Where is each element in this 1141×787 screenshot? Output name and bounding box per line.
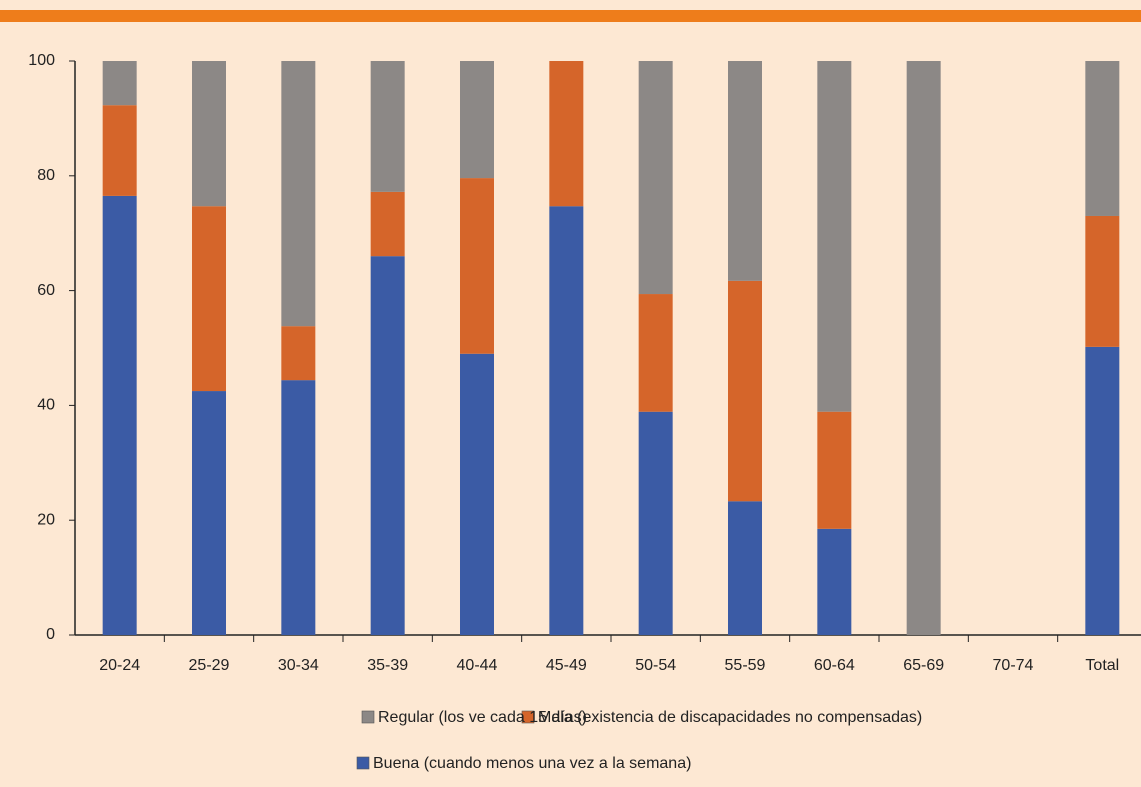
- x-tick-label: 25-29: [189, 657, 230, 674]
- bar-segment: [728, 501, 762, 635]
- bar-segment: [370, 256, 405, 635]
- bar-segment: [817, 528, 852, 635]
- bar-segment: [1085, 215, 1120, 347]
- legend-label: Buena (cuando menos una vez a la semana): [373, 755, 691, 772]
- bar-segment: [1085, 346, 1120, 635]
- x-tick-label: Total: [1085, 657, 1119, 674]
- x-tick-label: 50-54: [635, 657, 676, 674]
- legend-swatch: [356, 756, 370, 770]
- bar-segment: [460, 178, 494, 354]
- bar-segment: [1085, 61, 1120, 216]
- bar-segment: [460, 353, 494, 635]
- x-tick-label: 70-74: [993, 657, 1034, 674]
- bar-segment: [549, 61, 584, 207]
- bar-segment: [728, 61, 762, 281]
- y-tick-label: 100: [28, 52, 55, 69]
- y-tick-label: 20: [37, 511, 55, 528]
- bar-segment: [817, 411, 852, 529]
- bar-segment: [906, 61, 941, 635]
- bar-segment: [370, 61, 405, 192]
- bar-segment: [549, 206, 584, 636]
- legend-swatch: [521, 710, 535, 724]
- x-tick-label: 60-64: [814, 657, 855, 674]
- x-tick-label: 30-34: [278, 657, 319, 674]
- legend-label: Mala (existencia de discapacidades no co…: [538, 709, 922, 726]
- y-tick-label: 80: [37, 167, 55, 184]
- bar-segment: [192, 391, 226, 635]
- bar-segment: [102, 195, 137, 635]
- bar-segment: [192, 206, 226, 392]
- bar-segment: [728, 280, 762, 502]
- legend-swatch: [361, 710, 375, 724]
- x-tick-label: 55-59: [725, 657, 766, 674]
- bar-segment: [281, 326, 316, 381]
- x-tick-label: 45-49: [546, 657, 587, 674]
- bar-segment: [638, 411, 673, 635]
- x-tick-label: 35-39: [367, 657, 408, 674]
- bar-segment: [817, 61, 852, 412]
- bar-segment: [192, 61, 226, 207]
- y-tick-label: 0: [46, 626, 55, 643]
- y-tick-label: 40: [37, 397, 55, 414]
- bar-segment: [102, 61, 137, 106]
- header-bar: [0, 10, 1141, 22]
- bar-segment: [281, 61, 316, 327]
- bar-segment: [638, 294, 673, 412]
- bar-segment: [638, 61, 673, 295]
- bar-segment: [460, 61, 494, 179]
- x-tick-label: 40-44: [457, 657, 498, 674]
- x-tick-label: 20-24: [99, 657, 140, 674]
- bar-segment: [102, 105, 137, 196]
- bar-segment: [370, 191, 405, 257]
- y-tick-label: 60: [37, 282, 55, 299]
- x-tick-label: 65-69: [903, 657, 944, 674]
- bar-segment: [281, 380, 316, 635]
- legend-label: Regular (los ve cada 15 días): [378, 709, 587, 726]
